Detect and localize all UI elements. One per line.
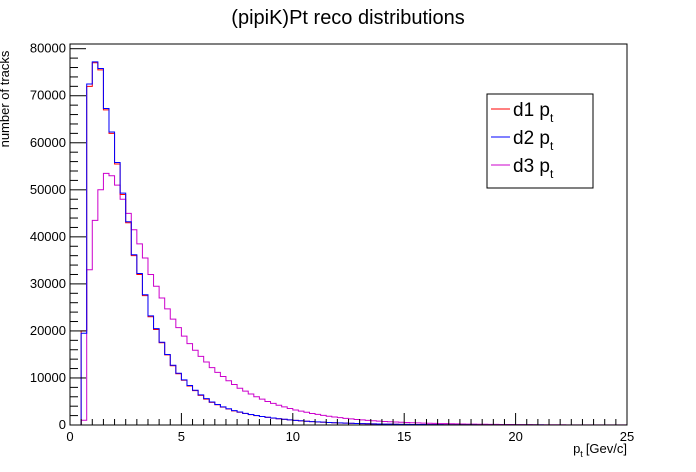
y-tick-label: 70000	[30, 88, 66, 103]
x-tick-label: 0	[66, 429, 73, 444]
legend-label-sub: t	[550, 167, 554, 181]
legend-box	[486, 93, 594, 189]
chart-title: (pipiK)Pt reco distributions	[231, 7, 464, 29]
legend-label-sub: t	[550, 139, 554, 153]
legend-label: d1 p	[513, 100, 550, 121]
legend-label: d2 p	[513, 128, 550, 149]
x-tick-label: 20	[508, 429, 522, 444]
x-axis-label-unit: [Gev/c]	[586, 441, 627, 456]
x-tick-label: 10	[286, 429, 300, 444]
y-tick-label: 10000	[30, 370, 66, 385]
y-tick-label: 20000	[30, 323, 66, 338]
x-axis-label: pt [Gev/c]	[573, 441, 627, 459]
y-tick-label: 60000	[30, 135, 66, 150]
x-axis-label-main: p	[573, 441, 580, 456]
x-tick-label: 5	[178, 429, 185, 444]
y-ticks: 0 10000 20000 30000 40000 50000 60000 70000 8000…	[30, 41, 86, 432]
legend-entry-3: d3 pt	[513, 156, 554, 181]
y-tick-label: 30000	[30, 276, 66, 291]
legend-entry-1: d1 pt	[513, 100, 554, 125]
y-tick-label: 0	[59, 417, 66, 432]
y-tick-label: 50000	[30, 182, 66, 197]
y-axis-label: number of tracks	[0, 50, 12, 147]
x-tick-label: 25	[620, 429, 634, 444]
y-tick-label: 80000	[30, 41, 66, 56]
y-tick-label: 40000	[30, 229, 66, 244]
legend-entry-2: d2 pt	[513, 128, 554, 153]
legend-label: d3 p	[513, 156, 550, 177]
legend-label-sub: t	[550, 111, 554, 125]
x-ticks: 0 5 10 15 20 25	[66, 413, 634, 444]
x-tick-label: 15	[397, 429, 411, 444]
x-axis-label-sub: t	[580, 449, 583, 459]
